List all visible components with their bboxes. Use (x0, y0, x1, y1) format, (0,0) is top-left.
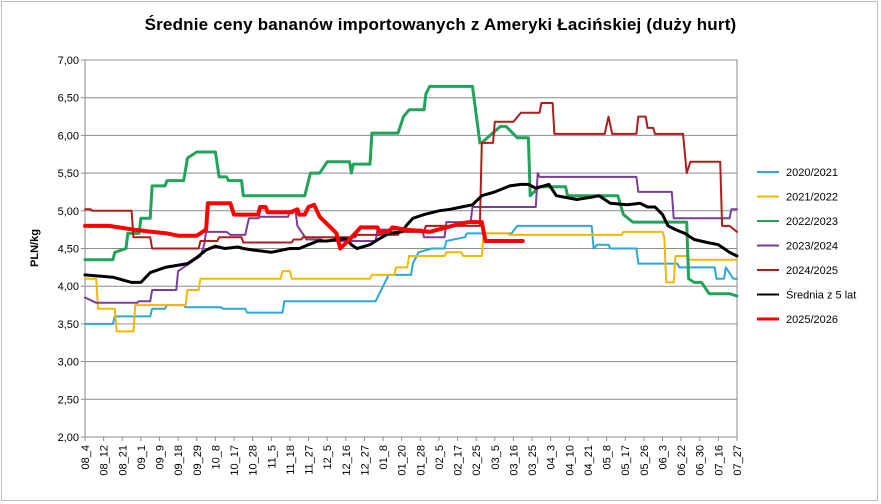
x-tick-label: 04_10 (564, 445, 576, 476)
legend-label-5: Średnia z 5 lat (786, 289, 856, 302)
x-tick-label: 10_17 (229, 445, 241, 476)
chart-title: Średnie ceny bananów importowanych z Ame… (144, 15, 737, 34)
y-tick-label: 4,00 (58, 281, 79, 293)
legend-label-4: 2024/2025 (786, 265, 838, 277)
x-tick-label: 06_3 (657, 445, 669, 469)
x-tick-label: 03_25 (527, 445, 539, 476)
x-tick-label: 07_16 (713, 445, 725, 476)
x-tick-label: 02_17 (453, 445, 465, 476)
x-axis-ticks: 08_4 08_12 08_21 09_1 09_9 09_18 09_29 10_8 10_1… (80, 437, 744, 476)
series-line-1 (84, 230, 738, 333)
y-tick-label: 2,50 (58, 394, 79, 406)
x-tick-label: 11_5 (266, 445, 278, 469)
y-tick-label: 2,00 (58, 432, 79, 444)
legend-label-1: 2021/2022 (786, 192, 838, 204)
y-tick-label: 7,00 (58, 55, 79, 67)
series-line-0 (84, 224, 738, 325)
x-tick-label: 09_9 (155, 445, 167, 469)
x-tick-label: 03_16 (508, 445, 520, 476)
x-tick-label: 06_22 (676, 445, 688, 476)
x-tick-label: 11_18 (285, 445, 297, 475)
y-tick-label: 6,50 (58, 93, 79, 105)
y-axis-label: PLN/kg (29, 229, 41, 267)
x-tick-label: 01_28 (415, 445, 427, 476)
legend: 2020/2021 2021/2022 2022/2023 2023/2024 2024… (757, 167, 856, 326)
x-tick-label: 07_27 (732, 445, 744, 476)
x-tick-label: 06_30 (695, 445, 707, 476)
series-line-6 (83, 201, 525, 251)
y-tick-label: 3,50 (58, 319, 79, 331)
legend-label-0: 2020/2021 (786, 167, 838, 179)
x-tick-label: 09_1 (136, 445, 148, 469)
legend-label-6: 2025/2026 (786, 314, 838, 326)
y-tick-label: 4,50 (58, 244, 79, 256)
x-tick-label: 09_18 (173, 445, 185, 476)
x-tick-label: 03_5 (490, 445, 502, 469)
x-tick-label: 08_21 (117, 445, 129, 476)
y-tick-label: 5,00 (58, 206, 79, 218)
x-tick-label: 10_28 (248, 445, 260, 476)
y-tick-label: 6,00 (58, 130, 79, 142)
x-tick-label: 09_29 (192, 445, 204, 476)
x-tick-label: 04_21 (583, 445, 595, 476)
x-tick-label: 12_16 (341, 445, 353, 476)
x-tick-label: 12_27 (359, 445, 371, 476)
x-tick-label: 02_25 (471, 445, 483, 476)
legend-label-2: 2022/2023 (786, 216, 838, 228)
x-tick-label: 11_27 (304, 445, 316, 475)
series-line-5 (83, 182, 739, 284)
x-tick-label: 05_26 (639, 445, 651, 476)
x-tick-label: 08_12 (99, 445, 111, 476)
series-line-4 (84, 102, 738, 250)
x-tick-label: 05_17 (620, 445, 632, 476)
series-lines (83, 84, 739, 333)
y-tick-label: 3,00 (58, 357, 79, 369)
legend-label-3: 2023/2024 (786, 241, 838, 253)
y-tick-label: 5,50 (58, 168, 79, 180)
x-tick-label: 12_5 (322, 445, 334, 469)
y-axis-ticks: 2,00 2,50 3,00 3,50 4,00 4,50 5,00 5,50 6,00 6,50… (58, 55, 85, 444)
x-tick-label: 05_8 (602, 445, 614, 469)
x-tick-label: 04_3 (546, 445, 558, 469)
x-tick-label: 01_20 (397, 445, 409, 476)
x-tick-label: 08_4 (80, 445, 92, 469)
x-tick-label: 10_8 (210, 445, 222, 469)
series-line-3 (84, 172, 738, 304)
x-tick-label: 01_8 (378, 445, 390, 469)
x-tick-label: 02_5 (434, 445, 446, 469)
